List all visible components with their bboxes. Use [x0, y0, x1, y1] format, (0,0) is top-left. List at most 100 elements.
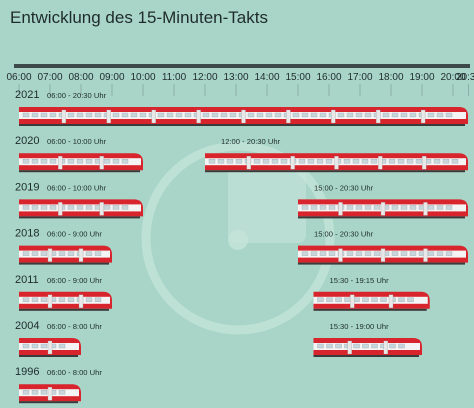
- train-underside: [298, 216, 465, 219]
- train-window: [436, 112, 444, 118]
- train-window: [112, 205, 120, 210]
- train-window: [265, 112, 273, 118]
- train-window: [409, 251, 417, 256]
- train-window: [298, 159, 306, 164]
- train-underside: [19, 216, 140, 219]
- train-window: [121, 205, 129, 210]
- train-window: [112, 159, 120, 164]
- year-label: 1996: [15, 366, 39, 378]
- train-window: [130, 112, 138, 118]
- train-window: [139, 112, 147, 118]
- train-window: [427, 112, 435, 118]
- train-window: [391, 251, 399, 256]
- train-window: [220, 112, 228, 118]
- train-bar: [19, 384, 81, 404]
- train-window: [103, 159, 111, 164]
- train-door: [58, 202, 63, 216]
- time-axis-line: [14, 64, 470, 68]
- train-window: [67, 112, 75, 118]
- train-window: [400, 251, 408, 256]
- train-window: [380, 297, 387, 302]
- segment-time-label: 15:30 - 19:00 Uhr: [330, 322, 390, 331]
- train-window: [58, 297, 66, 302]
- train-window: [58, 343, 66, 349]
- train-door: [58, 156, 63, 170]
- train-door: [246, 156, 251, 170]
- train-door: [350, 294, 355, 308]
- train-window: [445, 112, 453, 118]
- train-bar: [298, 245, 468, 265]
- train-window: [40, 205, 48, 210]
- train-door: [290, 156, 295, 170]
- train-window: [22, 205, 30, 210]
- train-door: [423, 202, 428, 216]
- train-window: [442, 159, 450, 164]
- train-door: [47, 387, 53, 401]
- train-window: [58, 251, 66, 256]
- time-tick-label: 09:00: [99, 72, 124, 83]
- train-window: [31, 343, 39, 349]
- train-window: [391, 112, 399, 118]
- train-underside: [19, 262, 109, 265]
- segment-time-label: 06:00 - 9:00 Uhr: [47, 276, 102, 285]
- train-window: [247, 112, 255, 118]
- train-bar: [19, 153, 143, 173]
- train-door: [61, 109, 67, 124]
- train-window: [22, 390, 30, 395]
- train-window: [121, 159, 129, 164]
- segment-time-label: 06:00 - 20:30 Uhr: [47, 91, 107, 100]
- year-label: 2020: [15, 135, 39, 147]
- train-window: [353, 343, 360, 349]
- segment-time-label: 06:00 - 10:00 Uhr: [47, 183, 107, 192]
- train-window: [427, 205, 435, 210]
- train-bar: [19, 291, 112, 311]
- train-window: [22, 297, 30, 302]
- train-door: [99, 156, 104, 170]
- train-window: [85, 297, 93, 302]
- year-label: 2004: [15, 320, 39, 332]
- time-tick-label: 20:30: [456, 72, 474, 83]
- train-bar: [19, 338, 81, 357]
- train-window: [427, 251, 435, 256]
- train-window: [22, 251, 30, 256]
- train-window: [364, 112, 372, 118]
- train-window: [328, 251, 336, 256]
- train-window: [362, 343, 369, 349]
- train-bar: [19, 199, 143, 219]
- train-window: [445, 205, 453, 210]
- train-bar: [205, 153, 468, 173]
- time-tick-label: 08:00: [68, 72, 93, 83]
- train-door: [423, 248, 428, 262]
- segment-time-label: 15:30 - 19:15 Uhr: [330, 276, 390, 285]
- train-window: [292, 112, 300, 118]
- train-window: [49, 159, 57, 164]
- train-window: [355, 251, 363, 256]
- train-window: [335, 297, 342, 302]
- segment-time-label: 15:00 - 20:30 Uhr: [314, 183, 374, 192]
- train-window: [58, 390, 66, 395]
- train-window: [355, 112, 363, 118]
- train-door: [78, 248, 84, 262]
- train-window: [31, 390, 39, 395]
- segment-time-label: 06:00 - 10:00 Uhr: [47, 137, 107, 146]
- segment-time-label: 06:00 - 8:00 Uhr: [47, 368, 102, 377]
- year-label: 2019: [15, 181, 39, 193]
- train-door: [347, 340, 352, 355]
- train-underside: [313, 308, 427, 311]
- train-window: [310, 251, 318, 256]
- train-window: [202, 112, 210, 118]
- train-window: [398, 343, 405, 349]
- train-door: [378, 156, 383, 170]
- train-window: [436, 251, 444, 256]
- train-window: [67, 251, 75, 256]
- train-window: [370, 159, 378, 164]
- time-tick-label: 16:00: [316, 72, 341, 83]
- train-door: [422, 156, 427, 170]
- train-window: [326, 343, 333, 349]
- clock-watermark-center: [228, 230, 248, 250]
- train-window: [407, 297, 414, 302]
- train-window: [226, 159, 234, 164]
- train-window: [361, 159, 369, 164]
